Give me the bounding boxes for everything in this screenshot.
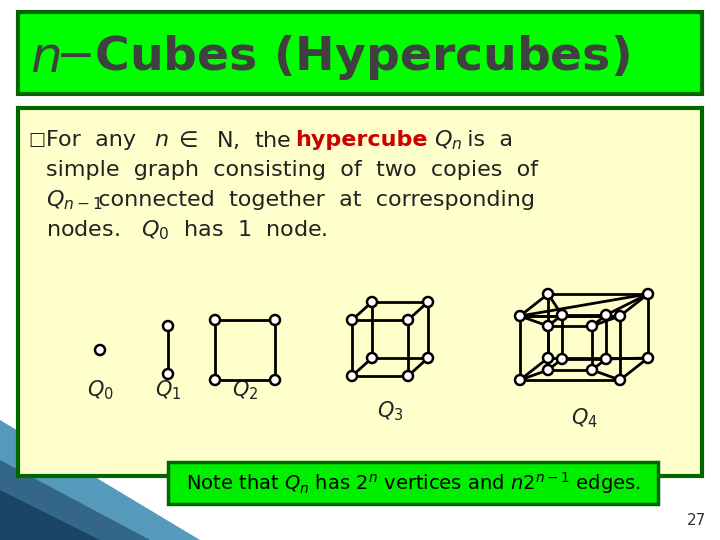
Circle shape: [347, 371, 357, 381]
Circle shape: [270, 315, 280, 325]
Text: $\mathit{Q}_4$: $\mathit{Q}_4$: [570, 406, 598, 430]
Circle shape: [163, 369, 173, 379]
Circle shape: [601, 310, 611, 320]
FancyBboxPatch shape: [18, 108, 702, 476]
Text: simple  graph  consisting  of  two  copies  of: simple graph consisting of two copies of: [46, 160, 538, 180]
Circle shape: [557, 354, 567, 364]
Circle shape: [543, 353, 553, 363]
Text: 27: 27: [687, 513, 706, 528]
Circle shape: [367, 297, 377, 307]
Text: $\mathit{n}$: $\mathit{n}$: [154, 130, 168, 150]
FancyBboxPatch shape: [168, 462, 658, 504]
Text: $\mathit{Q}_{\mathit{n}}$: $\mathit{Q}_{\mathit{n}}$: [427, 128, 462, 152]
Circle shape: [515, 375, 525, 385]
Circle shape: [587, 365, 597, 375]
Text: connected  together  at  corresponding: connected together at corresponding: [84, 190, 535, 210]
Circle shape: [423, 297, 433, 307]
Circle shape: [643, 353, 653, 363]
Circle shape: [615, 311, 625, 321]
Circle shape: [601, 354, 611, 364]
Circle shape: [557, 310, 567, 320]
Text: $\mathit{Q}_0$: $\mathit{Q}_0$: [86, 378, 114, 402]
Text: $-$Cubes (Hypercubes): $-$Cubes (Hypercubes): [55, 33, 630, 83]
Polygon shape: [0, 420, 200, 540]
Polygon shape: [0, 490, 100, 540]
Circle shape: [543, 289, 553, 299]
Text: For  any: For any: [46, 130, 150, 150]
Text: $\in$  N,  the: $\in$ N, the: [167, 129, 300, 151]
Circle shape: [403, 371, 413, 381]
Text: is  a: is a: [453, 130, 513, 150]
Text: Note that $\mathit{Q_n}$ has $2^n$ vertices and $\mathit{n}2^{n-1}$ edges.: Note that $\mathit{Q_n}$ has $2^n$ verti…: [186, 470, 641, 496]
Circle shape: [270, 375, 280, 385]
Circle shape: [403, 315, 413, 325]
Text: hypercube: hypercube: [295, 130, 428, 150]
Text: $\mathit{Q}_{\mathit{n}-1}$: $\mathit{Q}_{\mathit{n}-1}$: [46, 188, 103, 212]
Polygon shape: [0, 460, 150, 540]
Circle shape: [210, 375, 220, 385]
Text: $\mathit{Q}_3$: $\mathit{Q}_3$: [377, 399, 403, 423]
Circle shape: [210, 315, 220, 325]
Circle shape: [423, 353, 433, 363]
Circle shape: [643, 289, 653, 299]
Circle shape: [367, 353, 377, 363]
Circle shape: [615, 375, 625, 385]
Circle shape: [347, 315, 357, 325]
Circle shape: [587, 321, 597, 331]
Text: □: □: [28, 131, 45, 149]
Circle shape: [515, 311, 525, 321]
Text: $\mathit{Q}_1$: $\mathit{Q}_1$: [155, 378, 181, 402]
Circle shape: [95, 345, 105, 355]
Circle shape: [543, 321, 553, 331]
Text: $\mathit{n}$: $\mathit{n}$: [30, 34, 60, 82]
Circle shape: [163, 321, 173, 331]
Text: $\mathit{Q}_2$: $\mathit{Q}_2$: [232, 378, 258, 402]
Circle shape: [543, 365, 553, 375]
FancyBboxPatch shape: [18, 12, 702, 94]
Text: nodes.   $\mathit{Q}_0$  has  1  node.: nodes. $\mathit{Q}_0$ has 1 node.: [46, 218, 328, 242]
